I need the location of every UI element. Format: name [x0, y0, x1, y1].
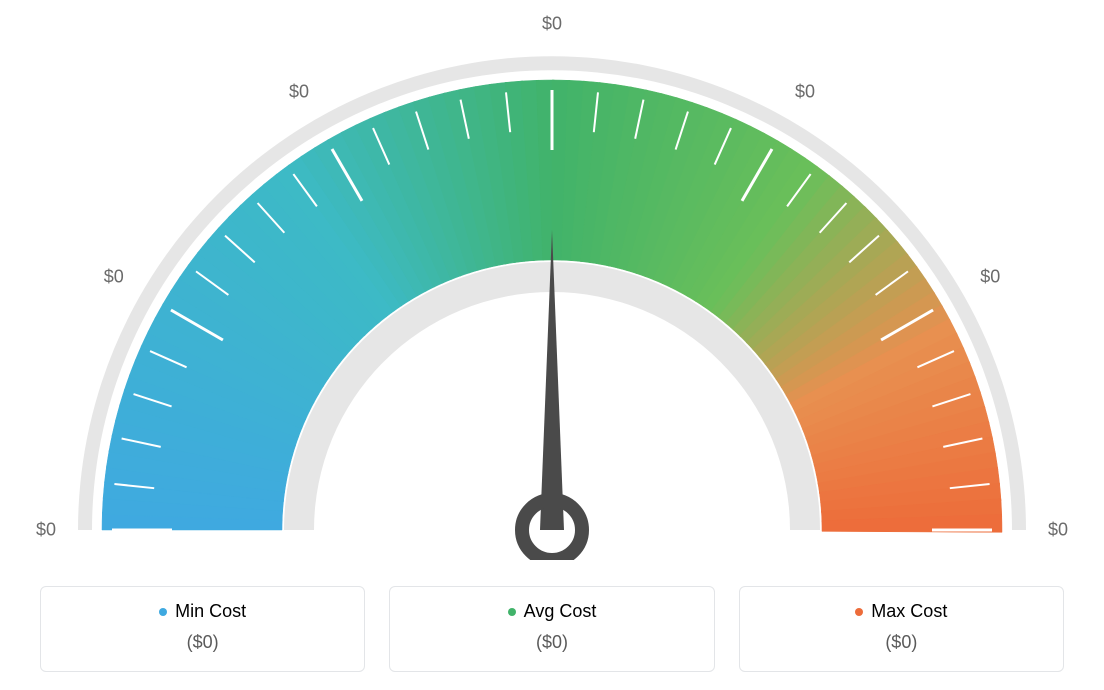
gauge-tick-label: $0	[542, 14, 562, 35]
gauge-tick-label: $0	[795, 81, 815, 102]
gauge-tick-label: $0	[980, 267, 1000, 288]
legend-value-max: ($0)	[752, 632, 1051, 653]
legend-label-avg-text: Avg Cost	[524, 601, 597, 622]
legend-row: Min Cost ($0) Avg Cost ($0) Max Cost ($0…	[40, 586, 1064, 672]
gauge-tick-label: $0	[104, 267, 124, 288]
legend-label-max: Max Cost	[855, 601, 947, 622]
gauge-cost-chart: $0 $0 $0 $0 $0 $0 $0 Min Cost ($0) Avg Cost ($…	[0, 0, 1104, 690]
gauge-svg	[0, 0, 1104, 560]
legend-card-max: Max Cost ($0)	[739, 586, 1064, 672]
legend-dot-avg	[508, 608, 516, 616]
legend-label-min-text: Min Cost	[175, 601, 246, 622]
gauge-area: $0 $0 $0 $0 $0 $0 $0	[0, 0, 1104, 560]
legend-card-avg: Avg Cost ($0)	[389, 586, 714, 672]
legend-label-max-text: Max Cost	[871, 601, 947, 622]
legend-value-min: ($0)	[53, 632, 352, 653]
legend-label-min: Min Cost	[159, 601, 246, 622]
gauge-tick-label: $0	[1048, 520, 1068, 541]
legend-value-avg: ($0)	[402, 632, 701, 653]
legend-label-avg: Avg Cost	[508, 601, 597, 622]
legend-dot-max	[855, 608, 863, 616]
legend-dot-min	[159, 608, 167, 616]
gauge-tick-label: $0	[36, 520, 56, 541]
legend-card-min: Min Cost ($0)	[40, 586, 365, 672]
gauge-tick-label: $0	[289, 81, 309, 102]
